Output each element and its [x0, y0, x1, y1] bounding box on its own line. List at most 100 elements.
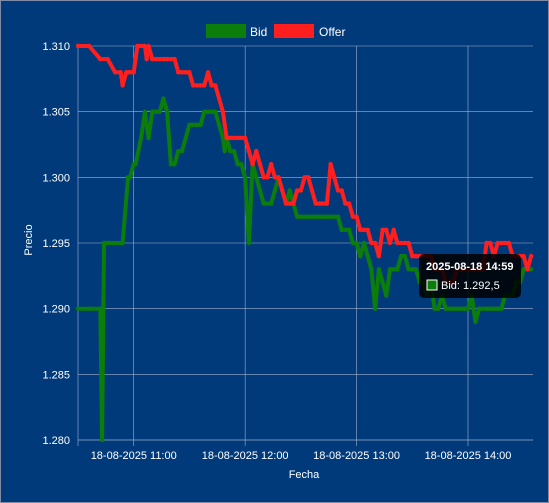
data-point-offer[interactable] [157, 56, 162, 62]
data-point-offer[interactable] [220, 109, 226, 114]
data-point-offer[interactable] [257, 162, 263, 167]
data-point-offer[interactable] [306, 175, 311, 180]
data-point-bid[interactable] [447, 306, 452, 311]
data-point-offer[interactable] [133, 56, 138, 62]
data-point-offer[interactable] [384, 227, 389, 233]
data-point-offer[interactable] [372, 240, 378, 246]
data-point-bid[interactable] [491, 306, 497, 311]
data-point-bid[interactable] [488, 306, 493, 311]
data-point-bid[interactable] [261, 201, 266, 206]
data-point-offer[interactable] [402, 240, 408, 246]
data-point-offer[interactable] [354, 214, 359, 219]
data-point-offer[interactable] [276, 175, 281, 180]
data-point-offer[interactable] [105, 56, 110, 62]
data-point-offer[interactable] [387, 240, 393, 246]
data-point-offer[interactable] [190, 83, 196, 88]
data-point-bid[interactable] [172, 162, 177, 167]
data-point-bid[interactable] [499, 306, 504, 311]
data-point-bid[interactable] [313, 214, 318, 219]
data-point-offer[interactable] [339, 188, 344, 193]
data-point-bid[interactable] [436, 306, 441, 311]
data-point-offer[interactable] [127, 70, 133, 75]
data-point-offer[interactable] [272, 175, 278, 180]
data-point-offer[interactable] [287, 201, 292, 206]
data-point-bid[interactable] [339, 227, 344, 233]
data-point-offer[interactable] [521, 253, 526, 259]
data-point-bid[interactable] [324, 214, 330, 219]
data-point-offer[interactable] [506, 240, 512, 246]
data-point-bid[interactable] [294, 214, 300, 219]
data-point-bid[interactable] [222, 148, 227, 154]
data-point-offer[interactable] [86, 43, 92, 49]
data-point-bid[interactable] [161, 96, 166, 101]
data-point-bid[interactable] [98, 306, 103, 311]
data-point-bid[interactable] [99, 437, 105, 443]
data-point-offer[interactable] [179, 70, 185, 75]
data-point-offer[interactable] [176, 70, 181, 75]
data-point-bid[interactable] [343, 227, 348, 233]
data-point-offer[interactable] [131, 70, 136, 75]
data-point-bid[interactable] [272, 188, 278, 193]
data-point-offer[interactable] [291, 201, 296, 206]
legend-offer-label[interactable]: Offer [319, 25, 345, 39]
data-point-offer[interactable] [346, 201, 352, 206]
data-point-bid[interactable] [287, 188, 292, 193]
data-point-offer[interactable] [231, 135, 237, 141]
data-point-bid[interactable] [369, 267, 374, 272]
data-point-bid[interactable] [86, 306, 92, 311]
data-point-offer[interactable] [144, 56, 149, 62]
data-point-offer[interactable] [499, 240, 504, 246]
data-point-offer[interactable] [146, 43, 151, 49]
data-point-offer[interactable] [343, 201, 348, 206]
data-point-bid[interactable] [168, 162, 174, 167]
data-point-bid[interactable] [187, 122, 192, 128]
data-point-bid[interactable] [317, 214, 322, 219]
data-point-offer[interactable] [187, 70, 192, 75]
data-point-bid[interactable] [354, 240, 359, 246]
data-point-bid[interactable] [473, 319, 478, 324]
data-point-bid[interactable] [216, 122, 222, 128]
data-point-bid[interactable] [164, 109, 170, 114]
legend-offer-swatch[interactable] [274, 24, 314, 38]
data-point-bid[interactable] [198, 122, 203, 128]
data-point-bid[interactable] [120, 240, 125, 246]
data-point-offer[interactable] [280, 188, 285, 193]
data-point-offer[interactable] [302, 175, 307, 180]
data-point-offer[interactable] [239, 135, 244, 141]
data-point-bid[interactable] [190, 122, 196, 128]
data-point-bid[interactable] [384, 293, 389, 298]
data-point-bid[interactable] [153, 109, 159, 114]
data-point-offer[interactable] [213, 83, 218, 88]
data-point-offer[interactable] [406, 240, 411, 246]
data-point-offer[interactable] [495, 240, 500, 246]
data-point-bid[interactable] [254, 175, 259, 180]
data-point-offer[interactable] [202, 83, 207, 88]
data-point-offer[interactable] [194, 83, 200, 88]
data-point-bid[interactable] [220, 135, 226, 141]
data-point-bid[interactable] [146, 135, 151, 141]
data-point-offer[interactable] [350, 214, 356, 219]
data-point-offer[interactable] [254, 148, 259, 154]
data-point-bid[interactable] [133, 162, 138, 167]
data-point-bid[interactable] [521, 267, 526, 272]
data-point-bid[interactable] [183, 135, 188, 141]
data-point-bid[interactable] [138, 135, 144, 141]
data-point-bid[interactable] [332, 214, 337, 219]
data-point-offer[interactable] [161, 56, 166, 62]
data-point-offer[interactable] [246, 148, 252, 154]
data-point-bid[interactable] [150, 109, 155, 114]
data-point-offer[interactable] [150, 56, 155, 62]
data-point-bid[interactable] [328, 214, 333, 219]
data-point-offer[interactable] [320, 201, 326, 206]
data-point-offer[interactable] [235, 135, 240, 141]
data-point-bid[interactable] [465, 306, 471, 311]
data-point-offer[interactable] [265, 175, 270, 180]
data-point-offer[interactable] [283, 201, 289, 206]
data-point-bid[interactable] [144, 122, 149, 128]
data-point-offer[interactable] [153, 56, 159, 62]
data-point-bid[interactable] [309, 214, 315, 219]
data-point-offer[interactable] [183, 70, 188, 75]
data-point-bid[interactable] [476, 306, 482, 311]
data-point-offer[interactable] [98, 56, 103, 62]
data-point-offer[interactable] [228, 135, 233, 141]
